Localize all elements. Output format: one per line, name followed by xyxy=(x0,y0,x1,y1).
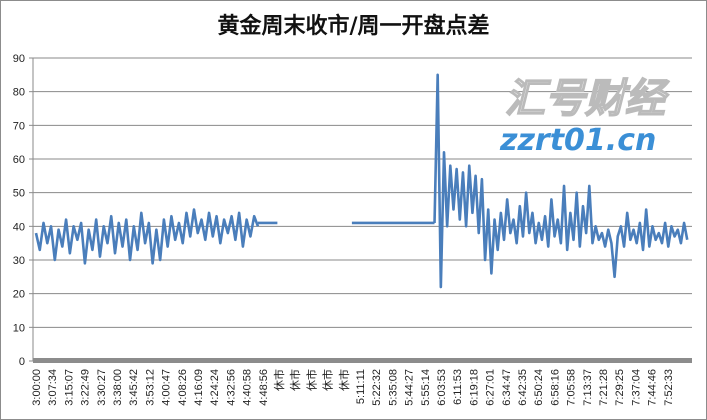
y-tick-label: 50 xyxy=(13,188,25,200)
x-axis xyxy=(33,358,692,363)
x-tick-label: 5:11:11 xyxy=(355,369,367,404)
y-tick-label: 0 xyxy=(19,356,25,368)
x-tick-label: 5:22:32 xyxy=(371,369,383,406)
y-tick-label: 60 xyxy=(13,154,25,166)
x-tick-label: 4:08:26 xyxy=(177,369,189,406)
x-tick-label: 3:07:34 xyxy=(47,369,59,406)
x-tick-label: 5:55:14 xyxy=(420,369,432,406)
x-tick-label: 3:38:00 xyxy=(112,369,124,406)
x-tick-label: 3:00:00 xyxy=(31,369,43,406)
x-tick-label: 休市 xyxy=(288,369,302,391)
x-tick-label: 7:21:28 xyxy=(598,369,610,406)
x-tick-label: 休市 xyxy=(272,369,286,391)
x-tick-label: 3:30:27 xyxy=(96,369,108,406)
x-tick-label: 7:52:33 xyxy=(663,369,675,406)
x-tick-label: 休市 xyxy=(304,369,318,391)
x-tick-label: 7:29:25 xyxy=(614,369,626,406)
x-tick-label: 休市 xyxy=(321,369,335,391)
x-tick-label: 4:48:56 xyxy=(258,369,270,406)
y-tick-label: 10 xyxy=(13,322,25,334)
watermark-logo: 汇号财经 xyxy=(505,76,670,122)
series-line xyxy=(433,73,689,289)
y-tick-label: 30 xyxy=(13,255,25,267)
y-tick-label: 70 xyxy=(13,120,25,132)
x-tick-label: 3:15:07 xyxy=(63,369,75,406)
x-tick-label: 7:13:37 xyxy=(582,369,594,406)
x-tick-label: 4:32:56 xyxy=(225,369,237,406)
x-tick-label: 6:11:53 xyxy=(452,369,464,405)
x-tick-label: 6:03:53 xyxy=(436,369,448,406)
x-tick-label: 6:58:16 xyxy=(549,369,561,406)
x-tick-label: 6:50:24 xyxy=(533,369,545,406)
x-tick-label: 4:16:09 xyxy=(193,369,205,406)
series-line xyxy=(34,208,260,265)
x-tick-label: 6:19:18 xyxy=(468,369,480,406)
x-tick-label: 4:40:58 xyxy=(242,369,254,406)
y-tick-label: 20 xyxy=(13,289,25,301)
y-tick-label: 80 xyxy=(13,87,25,99)
x-tick-label: 7:37:04 xyxy=(630,369,642,406)
x-tick-label: 7:44:46 xyxy=(647,369,659,406)
x-tick-label: 6:42:35 xyxy=(517,369,529,406)
x-tick-label: 4:00:47 xyxy=(161,369,173,406)
chart-title: 黄金周末收市/周一开盘点差 xyxy=(217,13,490,39)
x-tick-label: 休市 xyxy=(337,369,351,391)
x-tick-label: 5:35:08 xyxy=(387,369,399,406)
x-tick-label: 3:22:49 xyxy=(80,369,92,406)
x-tick-label: 6:27:01 xyxy=(485,369,497,406)
watermark-url: zzrt01.cn xyxy=(499,123,656,158)
x-tick-label: 6:34:47 xyxy=(501,369,513,406)
x-tick-label: 7:05:58 xyxy=(566,369,578,406)
x-tick-label: 5:44:27 xyxy=(404,369,416,406)
x-tick-label: 3:53:12 xyxy=(144,369,156,406)
x-tick-label: 4:24:24 xyxy=(209,369,221,406)
y-tick-label: 90 xyxy=(13,53,25,65)
x-tick-label: 3:45:42 xyxy=(128,369,140,406)
y-tick-label: 40 xyxy=(13,221,25,233)
